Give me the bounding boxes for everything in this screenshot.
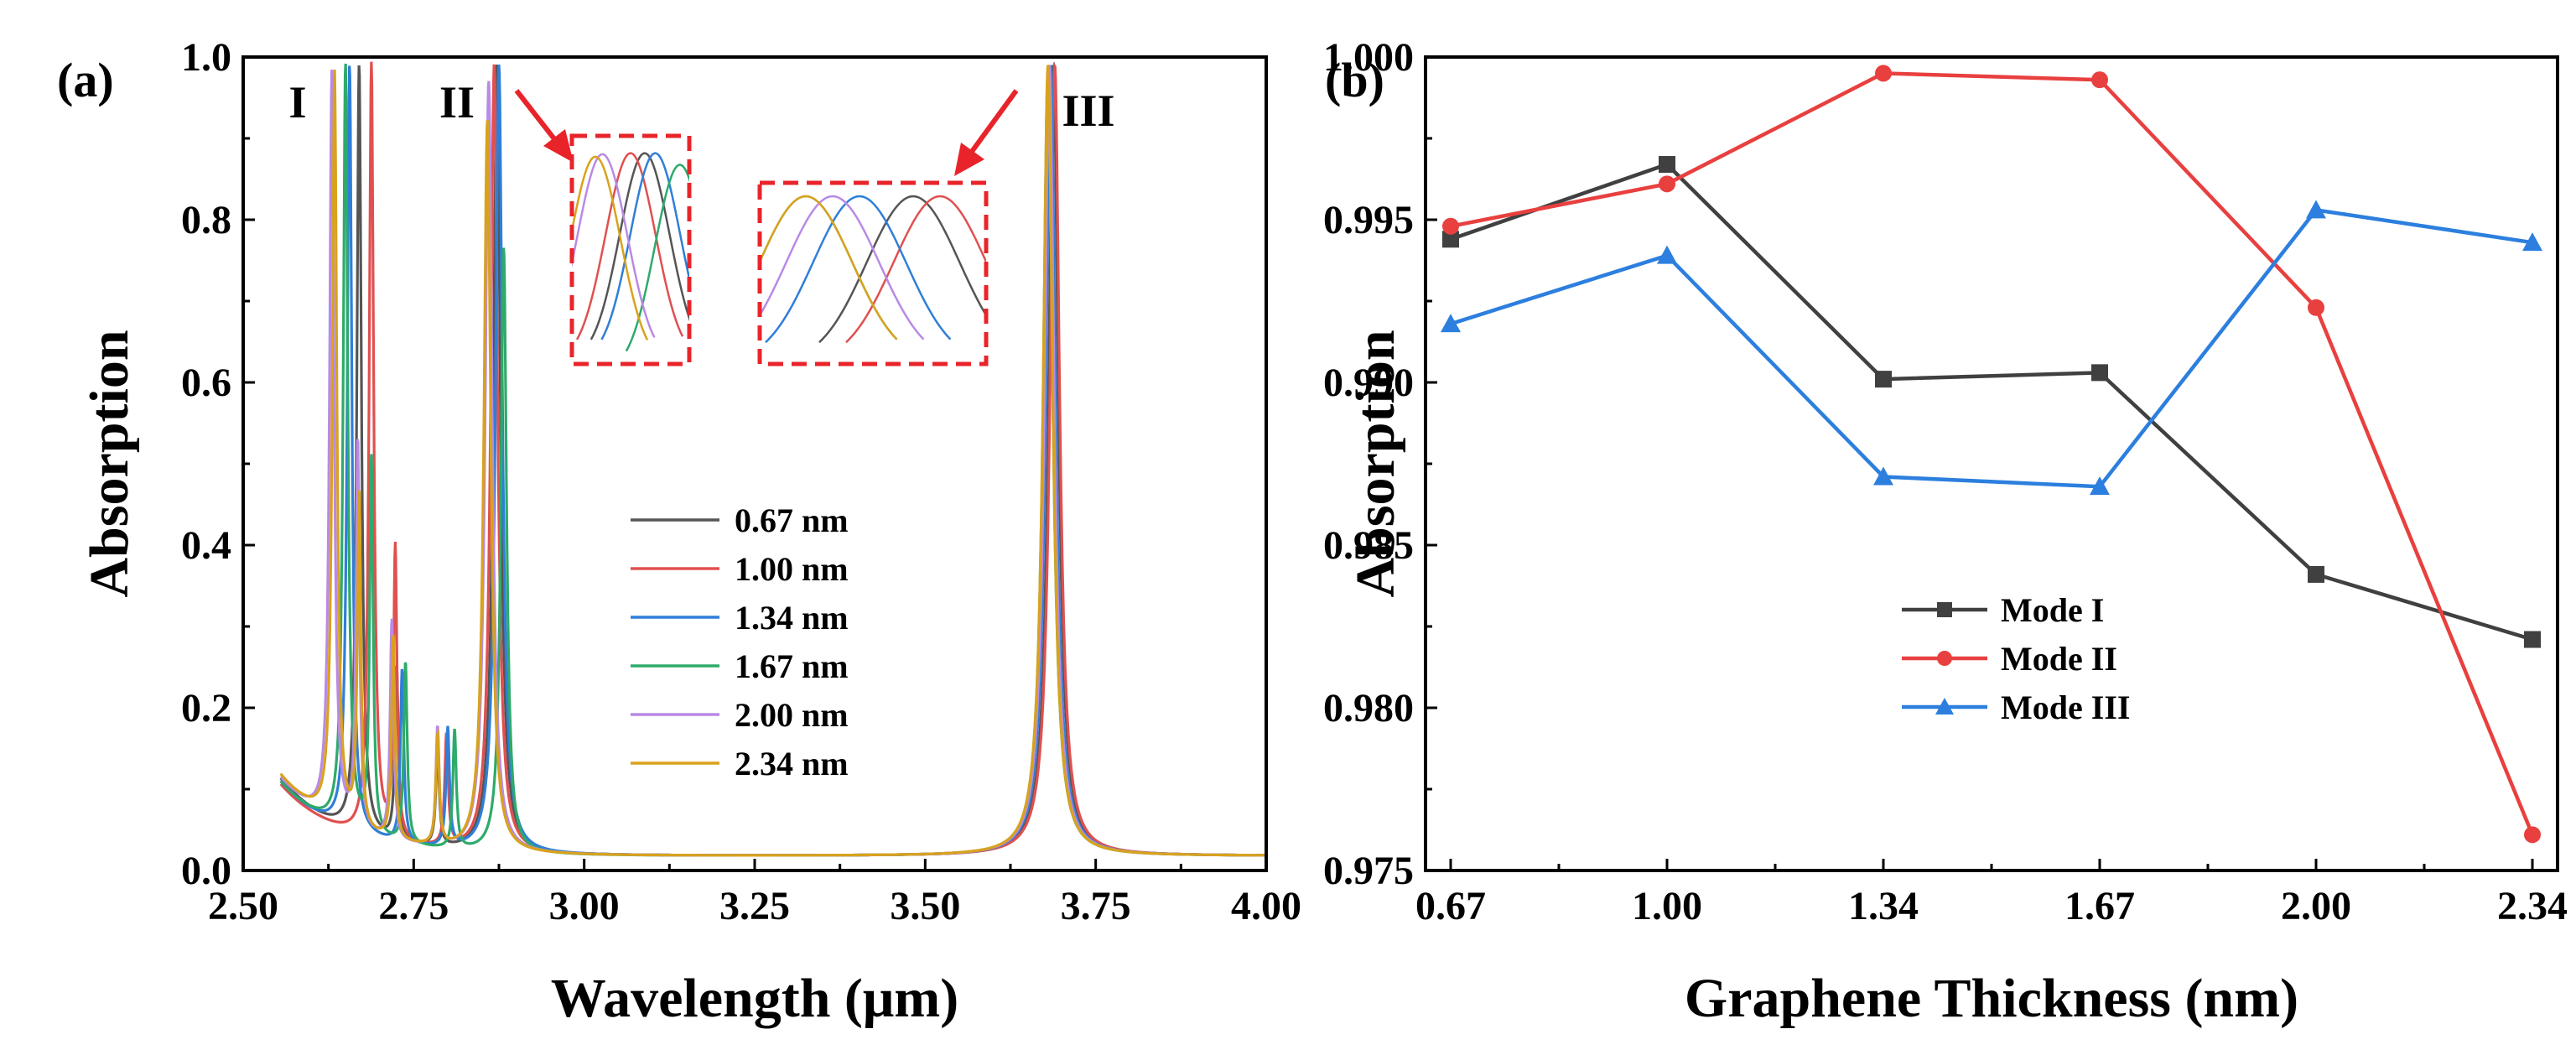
marker-mode-ii [2524,826,2541,844]
series-line-1 [1450,162,2533,642]
panel-b: (b) 0.67 1.00 1.34 1.67 2.00 2.340.9750.9800.… [1323,35,2568,1029]
y-tick-label: 0.8 [181,198,231,242]
inset-mode-iii-line-2 [845,195,986,344]
inset-mode-ii-line-2 [575,152,684,340]
marker-mode-iii [2306,200,2326,219]
marker-mode-i [1659,156,1675,174]
panel-a-label: (a) [57,53,114,107]
legend-b-label: Mode I [2001,591,2104,629]
legend-a-label: 0.67 nm [735,502,849,539]
legend-b-marker [1937,651,1952,666]
series-line-3 [1450,207,2533,489]
mode-label-i: I [288,77,306,127]
panel-a: (a) 2.50 2.75 3.00 3.25 3.50 3.75 4.00 0.0 0.2 0.… [57,35,1301,1029]
panel-a-legend: 0.67 nm 1.00 nm 1.34 nm 1.67 nm 2.00 nm 2.34 … [631,502,849,782]
y-tick-label: 1.000 [1323,35,1414,80]
marker-mode-iii [2522,232,2542,252]
legend-b-marker [1935,698,1954,715]
y-tick-label: 0.975 [1323,849,1414,893]
x-tick-label: 2.00 [2281,884,2351,928]
marker-mode-iii [1873,466,1893,486]
x-tick-label: 3.00 [549,884,620,928]
inset-mode-ii-line-6 [572,155,649,340]
marker-mode-iii [1441,314,1461,333]
panel-a-ticks: 2.50 2.75 3.00 3.25 3.50 3.75 4.00 0.0 0.2 0.4 0.6… [181,35,1301,928]
legend-a-label: 1.67 nm [735,647,849,685]
x-tick-label: 1.67 [2064,884,2135,928]
y-tick-label: 0.995 [1323,198,1414,242]
y-tick-label: 0.980 [1323,686,1414,730]
x-tick-label: 0.67 [1415,884,1486,928]
x-tick-label: 3.25 [719,884,790,928]
marker-mode-i [1442,231,1459,248]
y-tick-label: 0.2 [181,686,231,730]
legend-a-label: 2.34 nm [735,745,849,782]
panel-b-label: (b) [1325,53,1384,107]
zoom-inset-mode-iii [757,180,989,366]
x-tick-label: 3.75 [1061,884,1131,928]
panel-b-ticks: 0.67 1.00 1.34 1.67 2.00 2.34 0.975 0.980 0.985 0… [1323,35,2568,928]
marker-mode-ii [1659,175,1675,193]
arrow-to-inset-mode-ii [514,89,574,163]
y-tick-label: 0.0 [181,849,231,893]
inset-mode-iii-line-1 [818,195,986,344]
panel-a-curves [279,61,1266,857]
marker-mode-i [2308,565,2324,583]
legend-b-marker [1937,602,1952,617]
marker-mode-iii [2090,476,2110,496]
marker-mode-i [2091,364,2108,382]
panel-b-series [1441,65,2542,844]
panel-a-xlabel: Wavelength (μm) [551,968,959,1029]
series-line-2 [1450,71,2535,836]
legend-b-label: Mode III [2001,689,2130,726]
x-tick-label: 1.00 [1632,884,1702,928]
inset-mode-iii-line-3 [765,195,952,344]
panel-b-xlabel: Graphene Thickness (nm) [1685,968,2298,1029]
y-tick-label: 1.0 [181,35,231,80]
inset-mode-iii-line-6 [760,195,898,340]
panel-a-ylabel: Absorption [79,330,140,597]
x-tick-label: 1.34 [1848,884,1919,928]
marker-mode-ii [1875,65,1892,82]
inset-mode-iii-line-4 [760,195,898,340]
mode-label-iii: III [1062,86,1114,136]
inset-frame-mode-iii [757,180,989,366]
legend-a-label: 2.00 nm [735,696,849,734]
zoom-inset-mode-ii [569,133,692,366]
panel-b-ylabel: Absorption [1345,330,1406,597]
inset-mode-ii-line-1 [589,152,689,340]
marker-mode-ii [2308,299,2324,316]
x-tick-label: 4.00 [1231,884,1301,928]
y-tick-label: 0.990 [1323,361,1414,405]
spectrum-line-6 [279,65,1266,857]
marker-mode-iii [1657,245,1677,264]
x-tick-label: 2.34 [2497,884,2568,928]
inset-mode-ii-line-5 [572,153,656,338]
panel-b-legend: Mode I Mode II Mode III [1902,591,2130,726]
marker-mode-ii [2091,71,2108,89]
arrow-to-inset-mode-iii [954,89,1019,176]
x-tick-label: 2.50 [208,884,278,928]
y-tick-label: 0.4 [181,523,231,568]
inset-mode-iii-line-5 [760,195,925,340]
x-tick-label: 3.50 [890,884,960,928]
panel-b-frame [1424,55,2559,872]
marker-mode-i [2524,631,2541,648]
marker-mode-ii [1442,217,1459,235]
marker-mode-i [1875,371,1892,388]
y-tick-label: 0.6 [181,361,231,405]
mode-label-ii: II [439,77,475,127]
legend-a-label: 1.34 nm [735,599,849,637]
legend-a-label: 1.00 nm [735,550,849,588]
x-tick-label: 2.75 [378,884,449,928]
inset-frame-mode-ii [569,133,692,366]
inset-mode-ii-line-4 [625,164,689,352]
inset-mode-ii-line-3 [600,152,689,340]
y-tick-label: 0.985 [1323,523,1414,568]
legend-b-label: Mode II [2001,640,2117,678]
